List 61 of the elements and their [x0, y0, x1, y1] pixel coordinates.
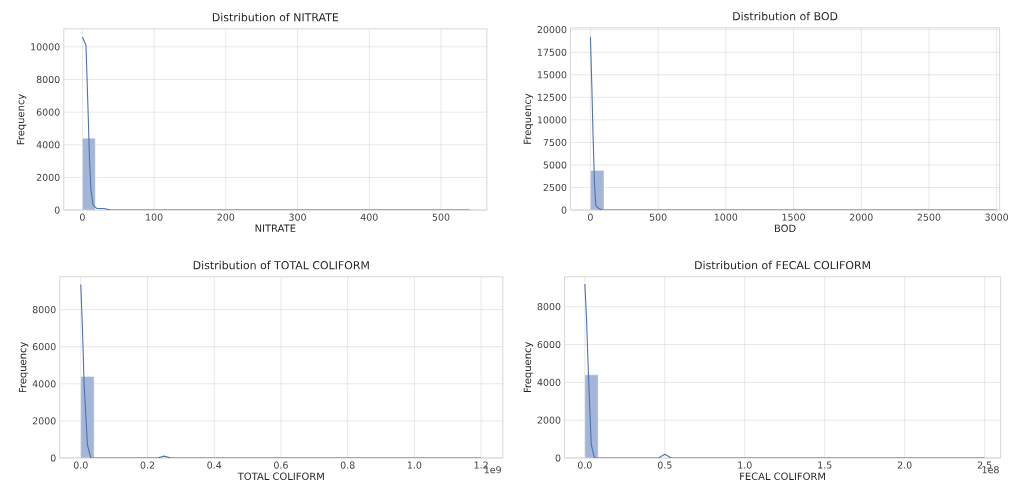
y-tick-label: 2000 [32, 417, 56, 425]
y-tick-label: 12500 [537, 93, 567, 101]
chart-title: Distribution of NITRATE [212, 12, 339, 22]
y-tick-label: 0 [50, 454, 56, 462]
y-tick-label: 20000 [537, 26, 567, 34]
x-axis-title: FECAL COLIFORM [740, 472, 825, 481]
x-tick-label: 1000 [714, 213, 738, 221]
x-axis-title: BOD [774, 224, 796, 233]
y-tick-label: 17500 [537, 48, 567, 56]
x-tick-label: 1.0 [738, 461, 752, 469]
x-tick-label: 100 [146, 213, 163, 221]
x-tick-label: 300 [289, 213, 306, 221]
y-tick-label: 0 [555, 454, 561, 462]
chart-title: Distribution of BOD [733, 11, 838, 21]
x-tick-label: 0.0 [73, 461, 88, 469]
y-axis-title: Frequency [18, 342, 29, 393]
x-tick-label: 500 [649, 213, 667, 221]
x-tick-label: 2.0 [897, 461, 912, 469]
x-tick-label: 0.6 [274, 461, 288, 469]
y-tick-label: 0 [54, 206, 60, 214]
y-tick-label: 8000 [537, 303, 561, 311]
y-axis-title: Frequency [16, 94, 27, 145]
x-tick-label: 0.8 [340, 461, 355, 469]
y-tick-label: 10000 [31, 43, 60, 51]
y-tick-label: 4000 [36, 141, 60, 149]
chart-title: Distribution of TOTAL COLIFORM [193, 260, 369, 270]
x-tick-label: 0.0 [577, 461, 592, 469]
y-tick-label: 8000 [36, 75, 60, 84]
x-tick-label: 2500 [917, 213, 941, 221]
y-axis-title: Frequency [523, 342, 534, 393]
x-tick-label: 0.5 [657, 461, 672, 469]
x-tick-label: 0.4 [207, 461, 222, 469]
y-tick-label: 6000 [36, 108, 60, 116]
y-tick-label: 0 [561, 206, 567, 214]
y-tick-label: 4000 [32, 380, 56, 388]
y-tick-label: 7500 [543, 138, 567, 147]
y-tick-label: 8000 [32, 306, 56, 314]
y-tick-label: 6000 [32, 343, 56, 351]
y-tick-label: 2000 [537, 416, 561, 424]
x-tick-label: 0 [588, 213, 593, 221]
x-tick-label: 2000 [849, 213, 873, 221]
y-tick-label: 2500 [543, 184, 567, 192]
x-tick-label: 0 [80, 213, 85, 221]
x-tick-label: 1500 [782, 213, 805, 221]
y-tick-label: 6000 [537, 340, 561, 349]
y-tick-label: 2000 [36, 173, 60, 182]
x-tick-label: 0.2 [140, 461, 155, 469]
y-axis-title: Frequency [523, 93, 534, 144]
x-tick-label: 200 [217, 213, 235, 221]
y-tick-label: 10000 [537, 116, 567, 124]
x-tick-label: 3000 [985, 213, 1009, 221]
chart-title: Distribution of FECAL COLIFORM [695, 260, 870, 270]
x-tick-label: 500 [432, 213, 450, 221]
x-tick-label: 400 [360, 213, 378, 221]
x-axis-title: NITRATE [255, 224, 296, 232]
x-tick-label: 1.0 [407, 461, 422, 469]
x-axis-title: TOTAL COLIFORM [237, 472, 324, 481]
x-tick-label: 1.5 [818, 461, 832, 469]
y-tick-label: 5000 [543, 161, 567, 169]
y-tick-label: 15000 [537, 71, 567, 79]
y-tick-label: 4000 [537, 378, 561, 386]
